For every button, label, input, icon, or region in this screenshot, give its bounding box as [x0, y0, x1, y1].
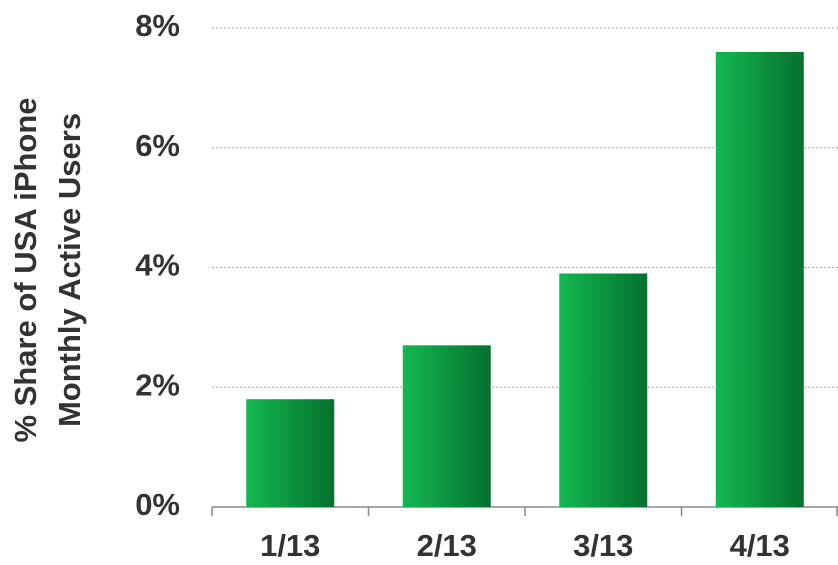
y-axis-label: % Share of USA iPhone	[8, 97, 43, 442]
y-tick-label: 8%	[135, 8, 180, 43]
y-axis-label-line: Monthly Active Users	[52, 113, 87, 427]
x-tick-label: 2/13	[417, 528, 477, 563]
x-tick-label: 1/13	[260, 528, 320, 563]
x-tick-label: 3/13	[573, 528, 633, 563]
bar	[715, 51, 804, 507]
bar	[402, 345, 491, 507]
y-tick-label: 6%	[135, 128, 180, 163]
y-tick-label: 4%	[135, 248, 180, 283]
y-axis-label-line: % Share of USA iPhone	[8, 97, 43, 442]
y-axis-label: Monthly Active Users	[52, 113, 87, 427]
y-tick-label: 2%	[135, 367, 180, 402]
y-tick-label: 0%	[135, 487, 180, 522]
x-tick-label: 4/13	[730, 528, 790, 563]
bar	[559, 273, 648, 507]
bar	[246, 399, 335, 507]
